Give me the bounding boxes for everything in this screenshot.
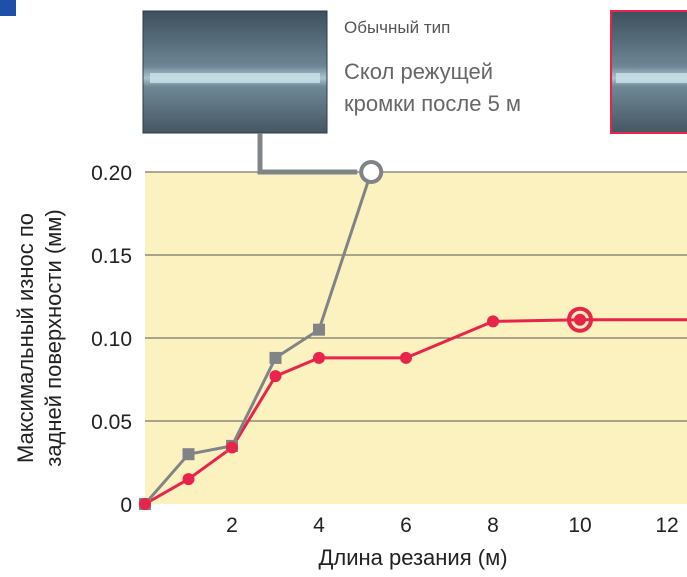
new-type-point — [574, 313, 586, 326]
x-tick-label: 8 — [487, 514, 499, 537]
y-tick-label: 0.20 — [91, 162, 132, 185]
new-type-point — [313, 351, 325, 364]
x-tick-label: 10 — [568, 514, 591, 537]
gridlines — [145, 171, 687, 422]
conventional-point — [182, 448, 195, 461]
conventional-point — [313, 323, 325, 336]
new-type-point — [139, 498, 151, 510]
x-axis-title: Длина резания (м) — [318, 545, 507, 570]
corner-accent — [0, 0, 16, 16]
y-tick-label: 0.15 — [91, 245, 132, 268]
y-axis-title-line-2: задней поверхности (мм) — [41, 209, 66, 467]
caption-line-1: Скол режущей — [344, 59, 493, 84]
y-axis-ticks: 0 0.05 0.10 0.15 0.20 — [91, 162, 132, 517]
x-axis-ticks: 2 4 6 8 10 12 — [226, 514, 679, 537]
y-tick-label: 0.10 — [91, 328, 132, 351]
x-tick-label: 12 — [655, 514, 678, 537]
conventional-end-circle — [359, 160, 384, 184]
new-type-photo — [610, 10, 687, 134]
conventional-line — [143, 171, 373, 505]
new-type-point — [487, 315, 499, 328]
y-axis-title-line-1: Максимальный износ по — [13, 213, 38, 463]
conventional-point — [269, 351, 282, 364]
new-type-end-circle — [567, 306, 593, 333]
x-tick-label: 4 — [313, 514, 325, 537]
conventional-photo — [142, 10, 328, 134]
new-type-point — [269, 370, 282, 383]
new-type-point — [182, 473, 195, 486]
y-tick-label: 0.05 — [91, 411, 132, 434]
new-type-point — [226, 441, 238, 454]
callout-leader-line — [257, 133, 358, 175]
y-tick-label: 0 — [120, 494, 132, 517]
caption-line-2: кромки после 5 м — [344, 91, 521, 116]
x-tick-label: 6 — [400, 514, 412, 537]
series-layer — [139, 160, 687, 510]
new-type-point — [400, 351, 412, 364]
caption-type: Обычный тип — [344, 18, 450, 37]
x-tick-label: 2 — [226, 514, 238, 537]
